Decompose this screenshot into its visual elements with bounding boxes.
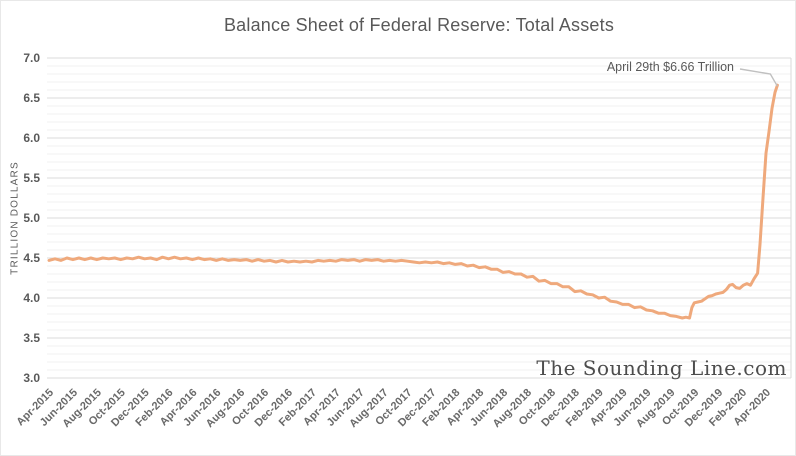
y-tick-label: 5.0 [23,211,40,225]
y-tick-label: 4.5 [23,251,40,265]
y-tick-label: 3.0 [23,371,40,385]
y-tick-label: 6.0 [23,131,40,145]
y-tick-label: 4.0 [23,291,40,305]
y-tick-label: 5.5 [23,171,40,185]
watermark: The Sounding Line.com [536,356,787,380]
y-tick-label: 3.5 [23,331,40,345]
chart-title: Balance Sheet of Federal Reserve: Total … [223,15,615,35]
annotation-callout-line [739,68,778,87]
peak-annotation: April 29th $6.66 Trillion [606,60,734,74]
y-axis-title: TRILLION DOLLARS [9,161,21,275]
y-tick-label: 7.0 [23,51,40,65]
y-tick-label: 6.5 [23,91,40,105]
total-assets-line [47,83,779,320]
